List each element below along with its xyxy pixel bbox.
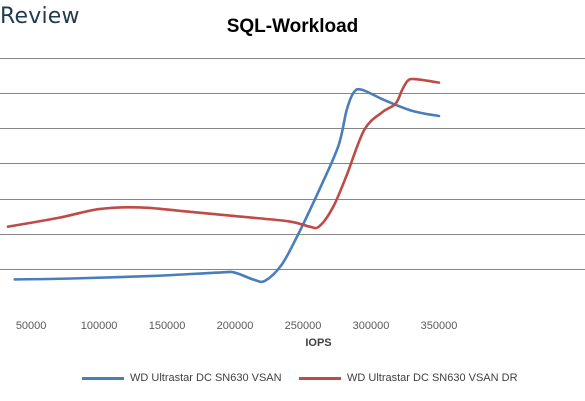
series-line-1 [6,77,441,230]
x-axis-label: IOPS [305,337,332,349]
x-tick-label: 350000 [421,320,458,332]
series-line-0 [13,87,441,284]
x-tick-label: 200000 [217,320,254,332]
legend-swatch-vsan [82,376,124,380]
x-tick-label: 50000 [16,320,47,332]
legend: WD Ultrastar DC SN630 VSAN WD Ultrastar … [0,372,585,390]
x-axis-ticks: 50000 100000 150000 200000 250000 300000 35000… [16,320,458,332]
gridlines [0,58,585,270]
x-tick-label: 250000 [285,320,322,332]
legend-label-vsan: WD Ultrastar DC SN630 VSAN [130,372,282,384]
brand-logo-text: Review [0,4,80,29]
x-tick-label: 100000 [81,320,118,332]
legend-label-vsan-dr: WD Ultrastar DC SN630 VSAN DR [347,372,518,384]
x-tick-label: 300000 [353,320,390,332]
legend-item-vsan-dr: WD Ultrastar DC SN630 VSAN DR [299,372,518,384]
x-tick-label: 150000 [149,320,186,332]
legend-item-vsan: WD Ultrastar DC SN630 VSAN [82,372,282,384]
legend-swatch-vsan-dr [299,376,341,380]
chart-title: SQL-Workload [226,16,359,37]
series-lines [6,77,441,284]
